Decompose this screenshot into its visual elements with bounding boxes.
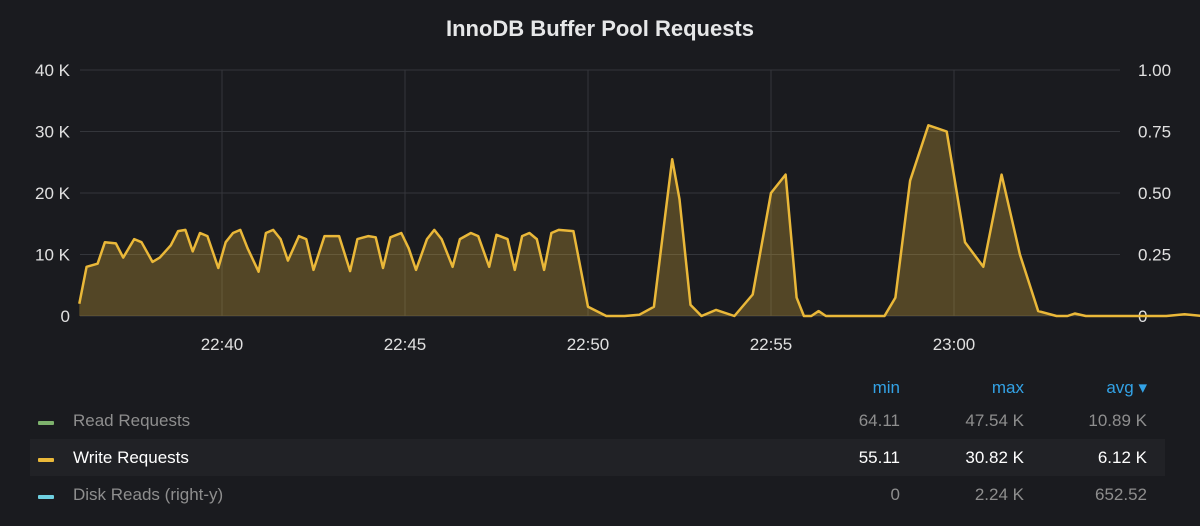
y-tick-right: 0.75 [1138, 123, 1171, 142]
legend-max-value: 2.24 K [974, 485, 1024, 504]
x-tick-label: 23:00 [933, 335, 976, 354]
legend-row-read-requests[interactable]: Read Requests 64.11 47.54 K 10.89 K [30, 402, 1165, 439]
write-requests-swatch-icon[interactable] [38, 458, 54, 462]
legend-avg-value: 6.12 K [1097, 448, 1147, 467]
y-tick-right: 1.00 [1138, 61, 1171, 80]
disk-reads-swatch-icon[interactable] [38, 495, 54, 499]
legend-min-value: 55.11 [858, 448, 900, 467]
legend-avg-value: 10.89 K [1088, 411, 1147, 430]
y-tick-left: 0 [61, 307, 70, 326]
legend-max-value: 30.82 K [965, 448, 1024, 467]
legend-table: min max avg ▾ Read Requests 64.11 47.54 … [30, 372, 1165, 513]
legend-header: min max avg ▾ [30, 372, 1165, 402]
write-requests-line [78, 124, 1200, 318]
x-tick-label: 22:50 [567, 335, 610, 354]
x-tick-label: 22:45 [384, 335, 427, 354]
legend-row-write-requests[interactable]: Write Requests 55.11 30.82 K 6.12 K [30, 439, 1165, 476]
legend-header-avg[interactable]: avg ▾ [1106, 378, 1147, 397]
legend-row-disk-reads[interactable]: Disk Reads (right-y) 0 2.24 K 652.52 [30, 476, 1165, 513]
write-requests-area [79, 125, 1200, 316]
legend-header-min[interactable]: min [872, 378, 900, 397]
y-tick-left: 20 K [35, 184, 71, 203]
legend-min-value: 64.11 [858, 411, 900, 430]
x-tick-label: 22:40 [201, 335, 244, 354]
panel-title[interactable]: InnoDB Buffer Pool Requests [445, 16, 754, 41]
y-tick-right: 0.25 [1138, 246, 1171, 265]
legend-max-value: 47.54 K [965, 411, 1024, 430]
x-tick-label: 22:55 [750, 335, 793, 354]
y-tick-right: 0.50 [1138, 184, 1171, 203]
legend-series-name[interactable]: Write Requests [73, 448, 189, 467]
y-tick-left: 40 K [35, 61, 71, 80]
read-requests-swatch-icon[interactable] [38, 421, 54, 425]
legend-header-max[interactable]: max [991, 378, 1024, 397]
legend-series-name[interactable]: Disk Reads (right-y) [73, 485, 224, 504]
legend-min-value: 0 [890, 485, 900, 504]
y-tick-left: 30 K [35, 123, 71, 142]
legend-series-name[interactable]: Read Requests [73, 411, 191, 430]
legend-avg-value: 652.52 [1095, 485, 1147, 504]
y-tick-left: 10 K [35, 246, 71, 265]
